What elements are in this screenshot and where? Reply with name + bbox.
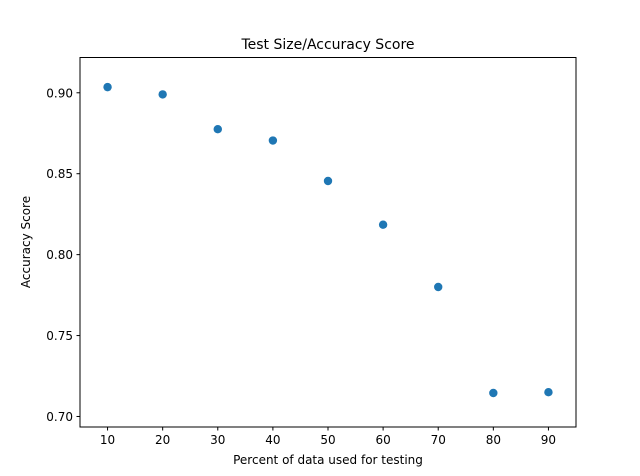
x-tick-label: 10 — [100, 433, 115, 447]
chart-title: Test Size/Accuracy Score — [240, 37, 414, 53]
x-tick-label: 90 — [541, 433, 556, 447]
y-axis-label: Accuracy Score — [19, 196, 33, 288]
y-axis-ticks: 0.70 0.75 0.80 0.85 0.90 — [46, 86, 80, 424]
y-tick-label: 0.80 — [46, 248, 73, 262]
x-axis-label: Percent of data used for testing — [233, 453, 423, 467]
x-axis-ticks: 10 20 30 40 50 60 70 80 90 — [100, 427, 556, 447]
data-point — [213, 124, 222, 134]
data-point — [103, 82, 112, 92]
y-tick-label: 0.75 — [46, 329, 73, 343]
data-points — [103, 82, 553, 398]
data-point — [268, 136, 278, 145]
data-point — [434, 282, 443, 292]
data-point — [378, 220, 388, 229]
data-point — [544, 388, 553, 397]
y-tick-label: 0.90 — [46, 86, 73, 100]
x-tick-label: 40 — [265, 433, 280, 447]
x-tick-label: 70 — [431, 433, 446, 447]
x-tick-label: 20 — [155, 433, 170, 447]
data-point — [489, 388, 498, 398]
plot-area-frame — [79, 57, 577, 428]
y-tick-label: 0.70 — [46, 410, 73, 424]
data-point — [323, 176, 333, 186]
x-tick-label: 60 — [375, 433, 390, 447]
x-tick-label: 50 — [320, 433, 335, 447]
x-tick-label: 30 — [210, 433, 225, 447]
y-tick-label: 0.85 — [46, 167, 73, 181]
x-tick-label: 80 — [486, 433, 501, 447]
data-point — [158, 90, 167, 99]
